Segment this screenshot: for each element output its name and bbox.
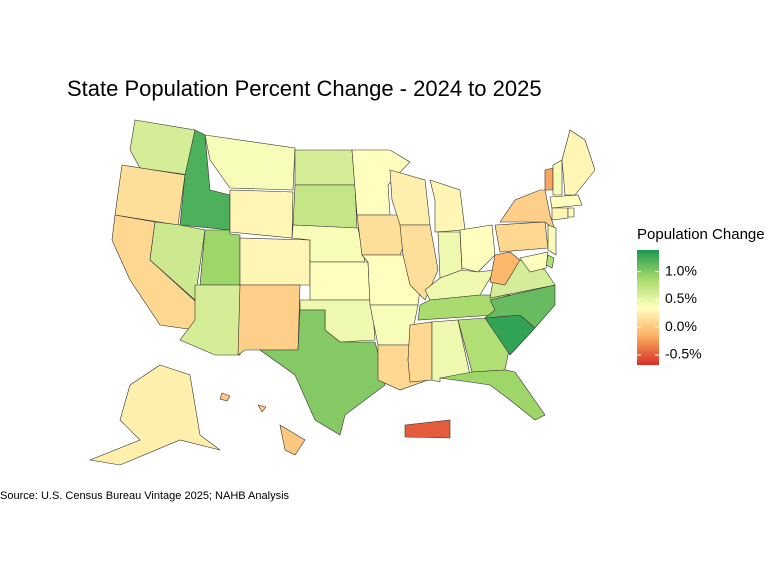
color-bar [637,250,659,365]
state-region [129,119,196,176]
state-region [149,221,206,301]
state-region [237,284,301,356]
state-region [292,184,358,229]
state-region [494,221,549,253]
state-region [489,251,521,286]
legend-tick-label: 0.0% [665,318,697,334]
state-region [499,189,556,231]
state-region [399,224,439,301]
state-region [484,284,556,329]
state-region [567,207,575,218]
state-region [417,294,511,321]
state-region [114,164,186,226]
legend-tick-label: 1.0% [665,262,697,278]
state-region [561,129,596,196]
state-region [309,261,371,301]
state-region [429,179,466,233]
legend-tick-label: 0.5% [665,290,697,306]
state-region [199,229,241,286]
state-region [551,207,569,221]
state-region [259,309,386,436]
state-region [544,167,554,191]
state-region [439,369,546,421]
state-region [519,251,549,273]
state-region [219,392,306,456]
state-region [229,189,294,239]
state-region [407,321,433,383]
state-region [239,237,311,286]
state-region [294,149,356,186]
state-region [204,134,296,191]
legend-tick-label: -0.5% [665,346,702,362]
state-region [547,224,557,256]
state-region [459,224,496,273]
state-region [552,159,563,196]
legend-title: Population Change [637,226,765,243]
caption: Source: U.S. Census Bureau Vintage 2025;… [0,490,290,502]
state-region [88,364,221,466]
state-region [404,419,451,439]
state-region [549,194,583,209]
map-title: State Population Percent Change - 2024 t… [67,76,542,101]
